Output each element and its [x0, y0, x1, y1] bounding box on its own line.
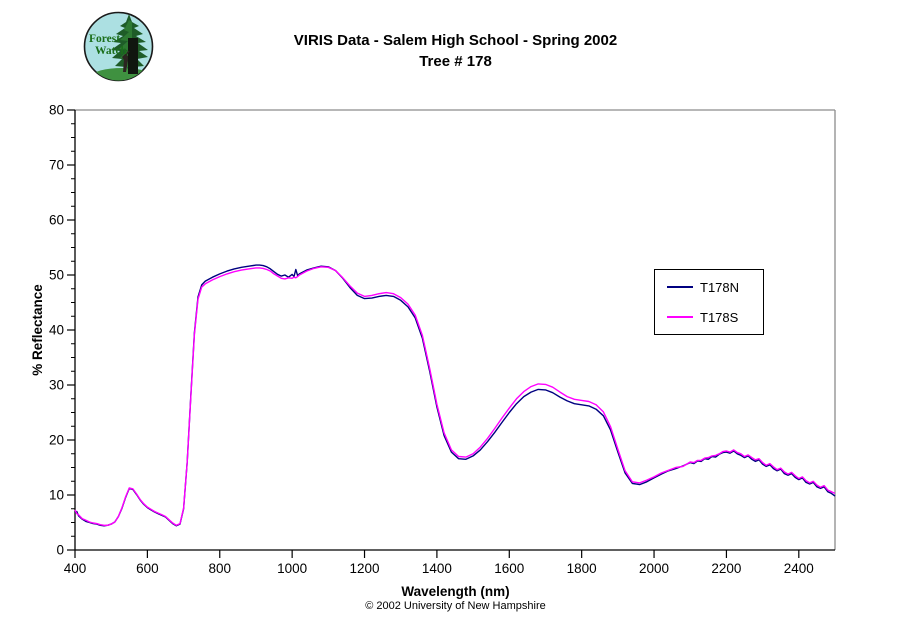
y-tick-label: 60 — [49, 213, 64, 228]
legend: T178N T178S — [654, 269, 764, 335]
y-tick-label: 70 — [49, 158, 64, 173]
legend-line-sample-t178s — [667, 316, 693, 318]
x-tick-label: 1400 — [422, 561, 452, 576]
y-tick-label: 80 — [49, 103, 64, 118]
logo-person — [122, 54, 128, 72]
logo-person-arm — [123, 50, 130, 58]
logo-text-forest: Forest — [89, 33, 120, 45]
logo-text-watch: Watch — [95, 45, 128, 57]
x-axis-title: Wavelength (nm) — [401, 584, 510, 599]
y-tick-label: 20 — [49, 433, 64, 448]
y-axis-ticks: 0 10 20 30 40 50 60 70 80 — [49, 103, 75, 558]
logo-tree-trunk — [128, 38, 138, 74]
x-tick-label: 1600 — [494, 561, 524, 576]
x-axis-ticks: 400 600 800 1000 1200 1400 1600 1800 2000 2200 240… — [64, 550, 814, 576]
legend-row-t178n: T178N — [667, 280, 763, 295]
copyright-note: © 2002 University of New Hampshire — [365, 600, 546, 612]
y-tick-label: 30 — [49, 378, 64, 393]
y-tick-label: 40 — [49, 323, 64, 338]
y-tick-label: 0 — [56, 543, 64, 558]
series-line-t178s — [74, 266, 836, 526]
chart-title: VIRIS Data - Salem High School - Spring … — [0, 30, 911, 72]
x-tick-label: 400 — [64, 561, 87, 576]
x-tick-label: 1000 — [277, 561, 307, 576]
x-tick-label: 2400 — [784, 561, 814, 576]
x-tick-label: 1800 — [567, 561, 597, 576]
legend-label-t178n: T178N — [700, 279, 740, 295]
chart-title-line1: VIRIS Data - Salem High School - Spring … — [293, 32, 618, 49]
forest-watch-logo-image: Forest Watch — [83, 11, 154, 82]
x-tick-label: 2000 — [639, 561, 669, 576]
y-axis-title: % Reflectance — [30, 284, 45, 376]
x-tick-label: 800 — [208, 561, 231, 576]
chart-title-line2: Tree # 178 — [419, 53, 492, 70]
legend-label-t178s: T178S — [700, 309, 739, 325]
y-tick-label: 10 — [49, 488, 64, 503]
x-tick-label: 2200 — [711, 561, 741, 576]
y-tick-label: 50 — [49, 268, 64, 283]
x-tick-label: 1200 — [350, 561, 380, 576]
legend-line-sample-t178n — [667, 286, 693, 288]
x-tick-label: 600 — [136, 561, 159, 576]
forest-watch-logo: Forest Watch — [82, 10, 155, 83]
legend-row-t178s: T178S — [667, 310, 763, 325]
